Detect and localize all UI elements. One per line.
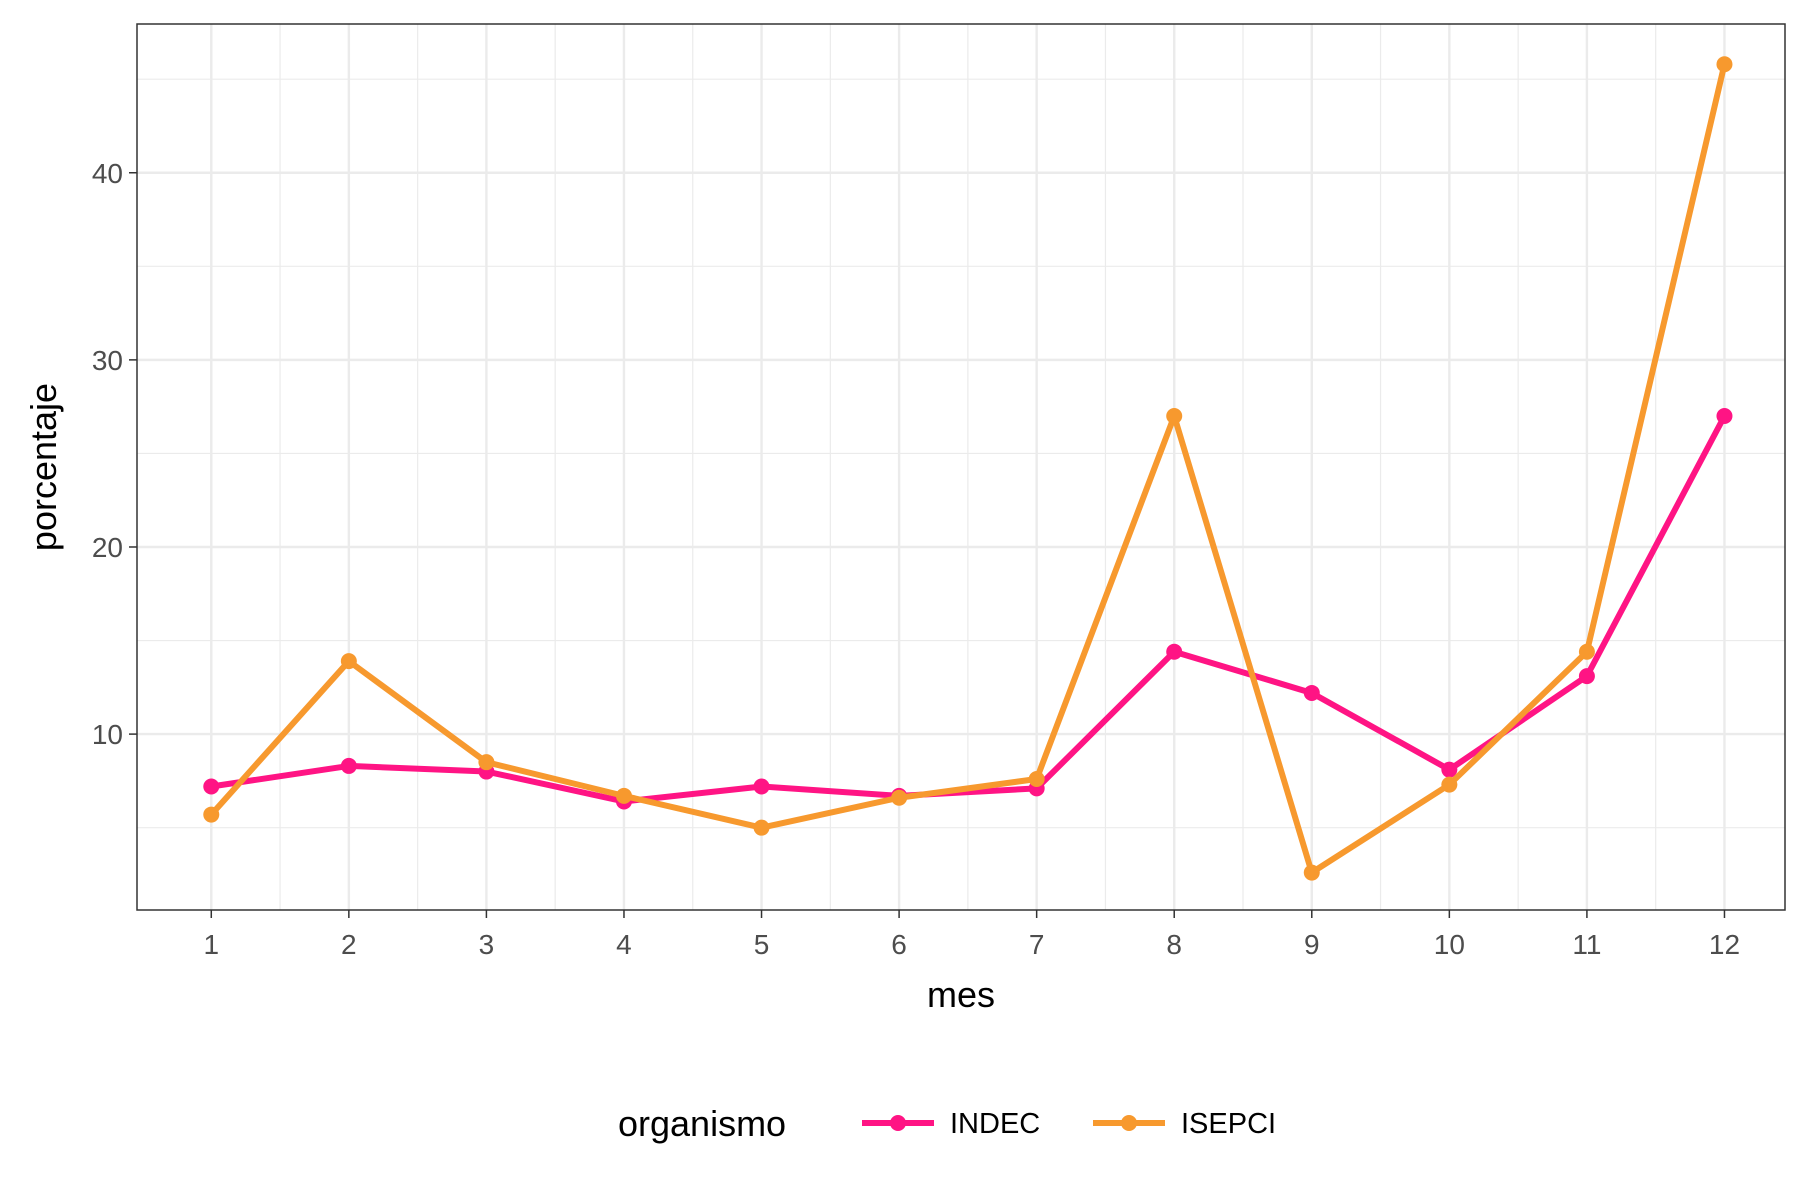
data-point-indec bbox=[753, 778, 770, 795]
data-point-indec bbox=[1716, 408, 1733, 425]
legend-item-isepci: ISEPCI bbox=[1093, 1108, 1276, 1140]
y-tick-label: 20 bbox=[92, 532, 123, 563]
x-tick-label: 11 bbox=[1572, 929, 1601, 960]
series-line-indec bbox=[210, 414, 1728, 805]
x-tick-label: 6 bbox=[891, 929, 907, 960]
data-point-indec bbox=[340, 757, 357, 774]
x-axis-title: mes bbox=[927, 974, 995, 1015]
data-point-indec bbox=[1441, 761, 1458, 778]
series-isepci bbox=[203, 56, 1733, 881]
x-tick-label: 2 bbox=[341, 929, 357, 960]
x-tick-label: 12 bbox=[1709, 929, 1740, 960]
data-point-isepci bbox=[203, 806, 220, 823]
legend-item-indec: INDEC bbox=[862, 1108, 1040, 1140]
x-tick-label: 5 bbox=[754, 929, 770, 960]
x-tick-label: 4 bbox=[616, 929, 632, 960]
y-axis: 10 20 30 40 bbox=[92, 158, 137, 750]
data-point-isepci bbox=[1716, 56, 1733, 73]
x-tick-label: 7 bbox=[1029, 929, 1045, 960]
legend-label: ISEPCI bbox=[1181, 1108, 1276, 1140]
legend-title: organismo bbox=[618, 1103, 786, 1144]
y-tick-label: 10 bbox=[92, 719, 123, 750]
data-point-isepci bbox=[615, 787, 632, 804]
legend-label: INDEC bbox=[950, 1108, 1040, 1140]
data-point-isepci bbox=[1303, 864, 1320, 881]
series-layer bbox=[203, 56, 1733, 881]
data-point-isepci bbox=[1166, 408, 1183, 425]
y-tick-label: 30 bbox=[92, 345, 123, 376]
legend-key-point bbox=[890, 1115, 906, 1131]
data-point-isepci bbox=[1028, 771, 1045, 788]
x-tick-label: 10 bbox=[1434, 929, 1465, 960]
data-point-indec bbox=[203, 778, 220, 795]
x-axis: 1 2 3 4 5 6 7 8 9 10 11 12 bbox=[203, 910, 1740, 960]
x-tick-label: 8 bbox=[1166, 929, 1182, 960]
data-point-isepci bbox=[753, 819, 770, 836]
data-point-isepci bbox=[478, 754, 495, 771]
x-tick-label: 1 bbox=[203, 929, 219, 960]
data-point-isepci bbox=[1441, 776, 1458, 793]
data-point-isepci bbox=[891, 789, 908, 806]
x-tick-label: 3 bbox=[479, 929, 495, 960]
legend-key-point bbox=[1121, 1115, 1137, 1131]
data-point-indec bbox=[1303, 684, 1320, 701]
legend: organismo INDEC ISEPCI bbox=[618, 1103, 1276, 1144]
y-axis-title: porcentaje bbox=[23, 383, 64, 551]
panel-border bbox=[136, 23, 1786, 911]
data-point-indec bbox=[1166, 643, 1183, 660]
x-tick-label: 9 bbox=[1304, 929, 1320, 960]
y-tick-label: 40 bbox=[92, 158, 123, 189]
data-point-isepci bbox=[1578, 643, 1595, 660]
series-line-isepci bbox=[209, 63, 1728, 876]
data-point-isepci bbox=[340, 653, 357, 670]
data-point-indec bbox=[1578, 668, 1595, 685]
